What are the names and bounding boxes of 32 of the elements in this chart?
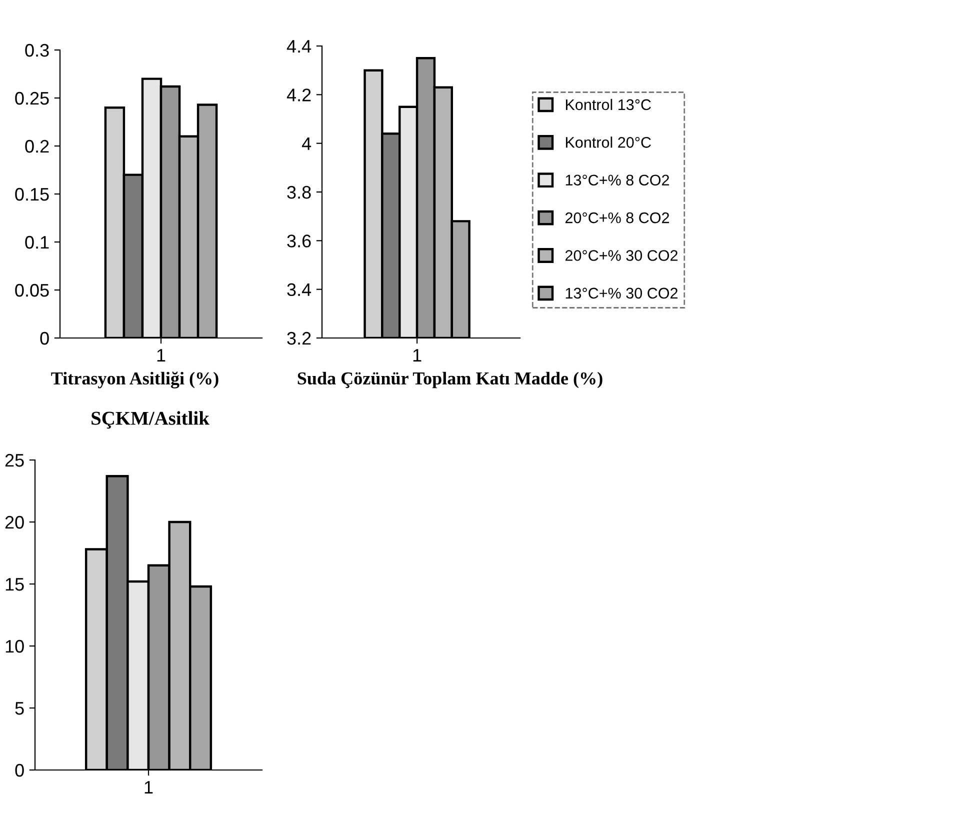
legend-label: Kontrol 13°C <box>566 98 651 110</box>
y-tick-label: 0.05 <box>15 284 49 297</box>
y-tick-label: 4.2 <box>286 88 311 102</box>
y-tick-label: 25 <box>5 454 24 467</box>
y-tick-label: 0.1 <box>25 236 49 249</box>
legend-label: 13°C+% 30 CO2 <box>566 288 678 299</box>
y-tick-label: 5 <box>15 702 24 715</box>
y-tick-label: 0.25 <box>15 92 49 105</box>
text: Suda Çözünür Toplam Katı Madde (%) <box>298 372 602 388</box>
y-tick-label: 4.4 <box>286 40 312 53</box>
legend-label: Kontrol 20°C <box>566 136 651 148</box>
x-tick-label: 1 <box>157 349 166 362</box>
y-tick-label: 3.4 <box>287 283 312 296</box>
legend-label: 13°C+% 8 CO2 <box>566 174 669 186</box>
y-tick-label: 4 <box>302 137 312 150</box>
chart-title: SÇKM/Asitlik <box>92 411 210 429</box>
y-tick-label: 10 <box>6 640 24 653</box>
text: Titrasyon Asitliği (%) <box>51 372 218 388</box>
legend-label: 20°C+% 8 CO2 <box>565 212 669 224</box>
y-tick-label: 0 <box>15 764 24 777</box>
legend-label: 20°C+% 30 CO2 <box>565 250 678 261</box>
y-tick-label: 0.2 <box>25 140 49 153</box>
y-tick-label: 0.3 <box>25 44 49 57</box>
y-tick-label: 0 <box>40 332 49 345</box>
y-tick-label: 20 <box>5 516 24 529</box>
y-tick-label: 3.6 <box>287 234 311 248</box>
y-tick-label: 0.15 <box>15 188 49 201</box>
x-tick-label: 1 <box>144 781 153 794</box>
y-tick-label: 3.8 <box>287 186 311 199</box>
x-tick-label: 1 <box>413 349 422 362</box>
y-tick-label: 15 <box>6 578 24 591</box>
y-tick-label: 3.2 <box>287 332 311 345</box>
